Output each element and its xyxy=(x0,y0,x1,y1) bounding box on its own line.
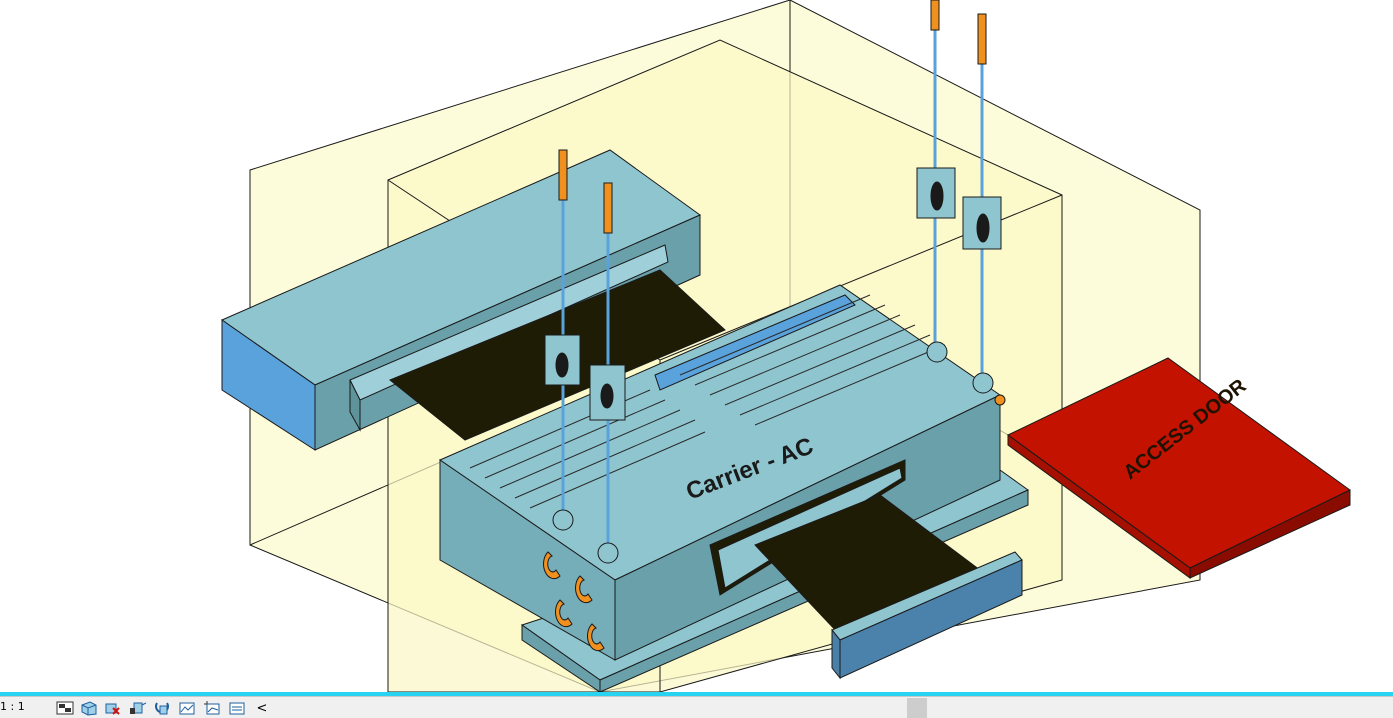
show-crop-region-icon[interactable] xyxy=(202,699,222,717)
view-control-bar: 1 : 1 < xyxy=(0,696,1393,718)
visual-style-icon[interactable] xyxy=(79,699,99,717)
chevron-left-icon: < xyxy=(256,700,268,716)
supply-duct-collar xyxy=(831,551,1023,680)
crop-view-icon[interactable] xyxy=(177,699,197,717)
temporary-hide-isolate-icon[interactable] xyxy=(227,699,247,717)
show-rendering-dialog-icon[interactable] xyxy=(152,699,172,717)
horizontal-scrollbar-thumb[interactable] xyxy=(907,698,927,718)
access-door-zone xyxy=(1007,357,1351,579)
view-active-border xyxy=(0,692,1393,696)
hanger-rods xyxy=(544,0,1002,564)
pipe-connections xyxy=(543,394,1006,652)
collapse-toolbar-button[interactable]: < xyxy=(252,699,272,717)
detail-level-icon[interactable] xyxy=(55,699,75,717)
view-scale-label[interactable]: 1 : 1 xyxy=(0,700,25,713)
3d-view-canvas[interactable]: Carrier - AC ACCESS DOOR xyxy=(0,0,1393,692)
ac-unit-body xyxy=(438,284,1001,661)
shadows-icon[interactable] xyxy=(128,699,148,717)
sun-path-icon[interactable] xyxy=(103,699,123,717)
